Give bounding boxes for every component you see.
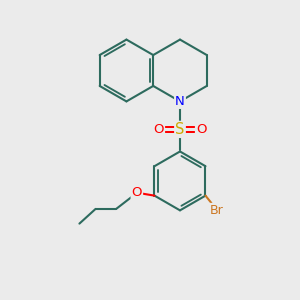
Text: N: N	[175, 95, 185, 108]
Text: Br: Br	[209, 204, 223, 217]
Text: O: O	[132, 186, 142, 199]
Text: O: O	[154, 123, 164, 136]
Text: S: S	[175, 122, 185, 137]
Text: O: O	[196, 123, 206, 136]
